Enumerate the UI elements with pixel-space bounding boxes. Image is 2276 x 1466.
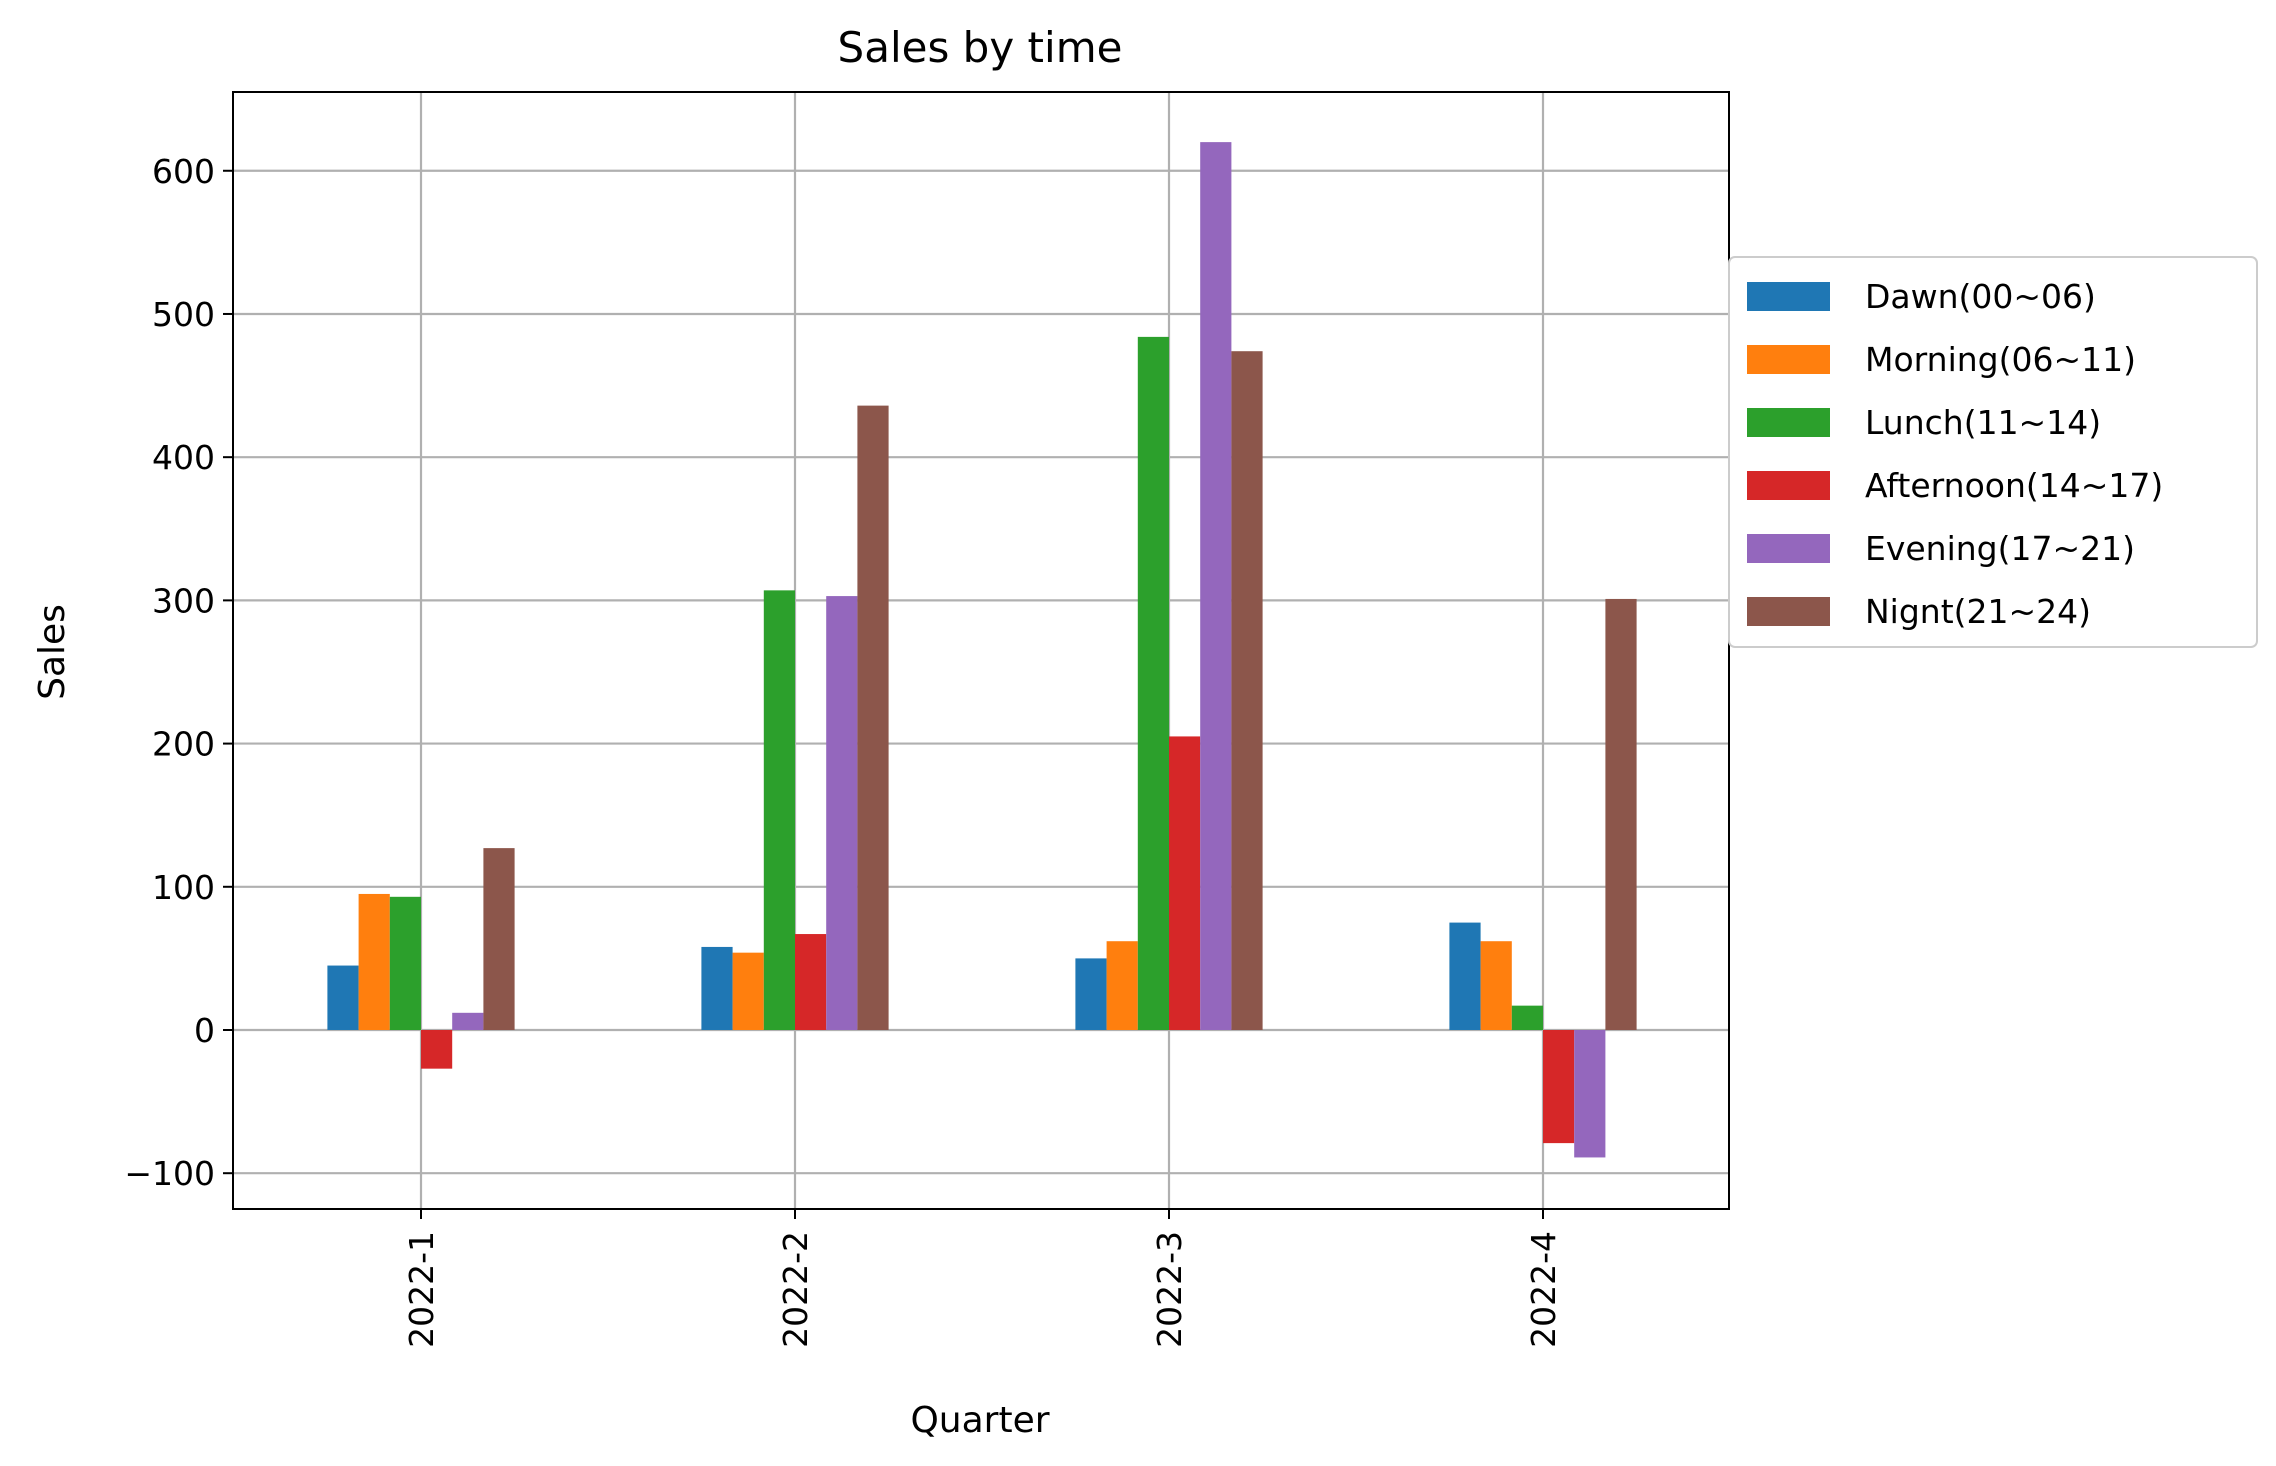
bar-morning-2022-1 bbox=[358, 893, 390, 1030]
bars bbox=[327, 142, 1637, 1158]
bar-dawn-2022-2 bbox=[701, 946, 733, 1030]
legend-label: Nignt(21~24) bbox=[1865, 592, 2091, 631]
bar-dawn-2022-4 bbox=[1449, 922, 1481, 1030]
bar-nignt-2022-3 bbox=[1231, 351, 1263, 1030]
y-tick-label: −100 bbox=[124, 1154, 215, 1193]
legend: Dawn(00~06) Morning(06~11) Lunch(11~14) Aft… bbox=[1728, 256, 2258, 648]
x-tick-label: 2022-1 bbox=[402, 1231, 441, 1348]
legend-swatch bbox=[1747, 534, 1830, 563]
y-tick-label: 0 bbox=[194, 1011, 215, 1050]
bar-morning-2022-3 bbox=[1106, 941, 1138, 1030]
legend-swatch bbox=[1747, 408, 1830, 437]
bar-nignt-2022-4 bbox=[1605, 598, 1637, 1030]
bar-morning-2022-2 bbox=[732, 952, 764, 1030]
bar-dawn-2022-1 bbox=[327, 965, 359, 1030]
legend-label: Afternoon(14~17) bbox=[1865, 466, 2163, 505]
bar-afternoon-2022-1 bbox=[421, 1029, 453, 1069]
legend-swatch bbox=[1747, 471, 1830, 500]
bar-lunch-2022-4 bbox=[1511, 1005, 1543, 1030]
bar-evening-2022-4 bbox=[1574, 1029, 1606, 1158]
x-tick-label: 2022-2 bbox=[776, 1231, 815, 1348]
y-axis-label: Sales bbox=[32, 604, 73, 700]
y-tick-label: 100 bbox=[152, 868, 215, 907]
bar-lunch-2022-2 bbox=[763, 590, 795, 1030]
bar-evening-2022-3 bbox=[1200, 142, 1232, 1030]
bar-evening-2022-2 bbox=[826, 596, 858, 1030]
legend-label: Morning(06~11) bbox=[1865, 340, 2136, 379]
bar-evening-2022-1 bbox=[452, 1012, 484, 1030]
legend-label: Lunch(11~14) bbox=[1865, 403, 2101, 442]
bar-afternoon-2022-2 bbox=[795, 934, 827, 1030]
bar-nignt-2022-1 bbox=[483, 848, 515, 1030]
legend-label: Evening(17~21) bbox=[1865, 529, 2135, 568]
bar-afternoon-2022-4 bbox=[1543, 1029, 1575, 1144]
bar-lunch-2022-3 bbox=[1137, 336, 1169, 1030]
y-tick-label: 500 bbox=[152, 295, 215, 334]
legend-swatch bbox=[1747, 345, 1830, 374]
legend-label: Dawn(00~06) bbox=[1865, 277, 2096, 316]
bar-morning-2022-4 bbox=[1480, 941, 1512, 1030]
chart-title: Sales by time bbox=[838, 23, 1123, 72]
bar-lunch-2022-1 bbox=[389, 896, 421, 1030]
y-tick-label: 200 bbox=[152, 725, 215, 764]
bar-afternoon-2022-3 bbox=[1169, 736, 1201, 1030]
x-tick-label: 2022-4 bbox=[1524, 1231, 1563, 1348]
legend-swatch bbox=[1747, 282, 1830, 311]
legend-swatch bbox=[1747, 597, 1830, 626]
legend-box bbox=[1728, 256, 2258, 648]
x-axis-label: Quarter bbox=[910, 1400, 1049, 1441]
bar-nignt-2022-2 bbox=[857, 405, 889, 1030]
y-tick-label: 400 bbox=[152, 438, 215, 477]
x-tick-label: 2022-3 bbox=[1150, 1231, 1189, 1348]
y-tick-label: 300 bbox=[152, 581, 215, 620]
axis-ticks: −100 0 100 200 300 400 500 600 2022-1 2022-2 2022-… bbox=[124, 152, 1563, 1348]
y-tick-label: 600 bbox=[152, 152, 215, 191]
plot-frame bbox=[232, 91, 1730, 1210]
bar-dawn-2022-3 bbox=[1075, 958, 1107, 1030]
